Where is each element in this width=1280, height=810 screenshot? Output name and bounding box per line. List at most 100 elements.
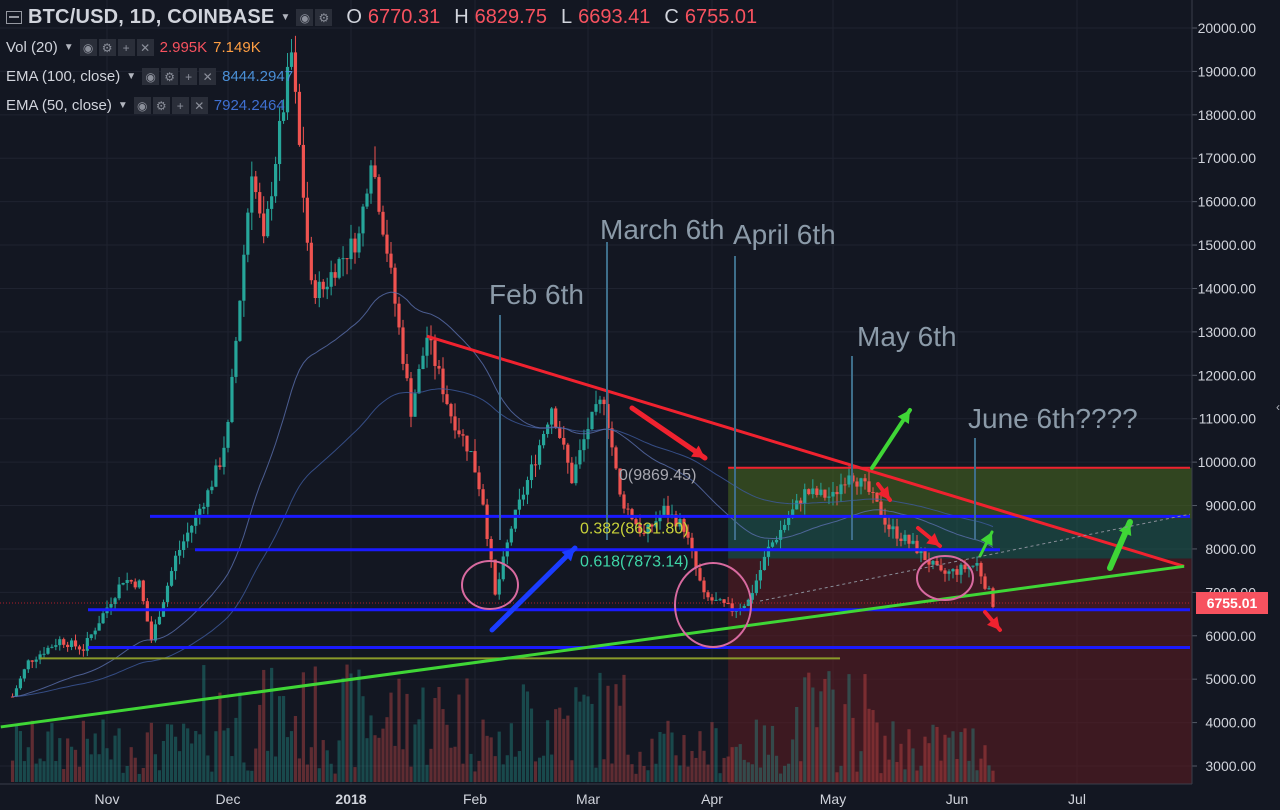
profit-zone [728, 467, 1192, 519]
candle-body [309, 242, 313, 281]
candle-body [710, 597, 714, 601]
candle-body [598, 399, 602, 405]
ema50-controls: ◉ ⚙ + ✕ [133, 97, 208, 114]
y-tick-label: 19000.00 [1198, 63, 1257, 79]
volume-bar [105, 748, 109, 782]
vol-value: 2.995K [159, 39, 208, 56]
y-tick-label: 10000.00 [1198, 454, 1257, 470]
plus-icon[interactable]: + [171, 97, 189, 114]
volume-bar [851, 717, 855, 782]
vol-label[interactable]: Vol (20) [6, 39, 58, 56]
chevron-down-icon[interactable]: ▼ [63, 42, 74, 53]
eye-icon[interactable]: ◉ [79, 39, 97, 56]
ema100-indicator-row: EMA (100, close) ▼ ◉ ⚙ + ✕ 8444.2947 [6, 68, 293, 85]
volume-bar [26, 747, 30, 782]
volume-bar [30, 720, 34, 782]
y-tick-label: 18000.00 [1198, 107, 1257, 123]
candle-body [149, 621, 153, 641]
blue-arrow-head [561, 548, 575, 562]
candle-body [686, 531, 690, 538]
candle-body [799, 500, 803, 504]
volume-bar [149, 722, 153, 782]
volume-bar [38, 758, 42, 782]
volume-bar [983, 745, 987, 782]
volume-bar [137, 773, 141, 782]
y-tick-label: 11000.00 [1199, 411, 1257, 427]
plus-icon[interactable]: + [117, 39, 135, 56]
volume-bar [758, 767, 762, 782]
x-tick-label: Nov [95, 791, 120, 807]
candle-body [927, 560, 931, 565]
y-tick-label: 13000.00 [1198, 324, 1257, 340]
eye-icon[interactable]: ◉ [133, 97, 151, 114]
close-icon[interactable]: ✕ [199, 68, 217, 85]
symbol-title[interactable]: BTC/USD, 1D, COINBASE [28, 6, 275, 28]
ema100-controls: ◉ ⚙ + ✕ [142, 68, 217, 85]
volume-bar [329, 763, 333, 782]
price-axis[interactable]: 3000.004000.005000.006000.007000.008000.… [1191, 0, 1257, 784]
volume-bar [157, 770, 162, 782]
volume-bar [289, 731, 294, 782]
chevron-down-icon[interactable]: ▼ [126, 71, 137, 82]
candle-body [815, 488, 819, 495]
candle-body [425, 337, 429, 356]
candle-body [194, 514, 198, 526]
candle-body [899, 538, 903, 541]
symbol-controls: ◉ ⚙ [296, 9, 333, 26]
eye-icon[interactable]: ◉ [142, 68, 160, 85]
volume-bar [558, 707, 562, 782]
volume-bar [437, 687, 441, 782]
candle-body [702, 580, 706, 593]
volume-bar [815, 727, 819, 782]
fib-label: 0.618(7873.14) [580, 553, 689, 570]
candle-body [409, 378, 413, 417]
time-axis[interactable]: Nov Dec 2018 Feb Mar Apr May Jun Jul [0, 783, 1192, 807]
volume-bar [855, 771, 859, 782]
candle-body [742, 605, 746, 609]
ema50-label[interactable]: EMA (50, close) [6, 97, 112, 114]
volume-bar [234, 717, 238, 782]
volume-bar [650, 738, 654, 782]
volume-bar [493, 756, 497, 782]
candle-body [537, 445, 542, 465]
volume-bar [642, 765, 646, 782]
volume-bar [975, 770, 979, 782]
candle-body [493, 559, 497, 595]
candle-body [682, 519, 686, 532]
close-icon[interactable]: ✕ [136, 39, 154, 56]
plus-icon[interactable]: + [180, 68, 198, 85]
volume-bar [46, 731, 50, 782]
chevron-down-icon[interactable]: ▼ [280, 12, 291, 23]
ema100-label[interactable]: EMA (100, close) [6, 68, 121, 85]
gear-icon[interactable]: ⚙ [152, 97, 170, 114]
volume-bar [14, 725, 19, 782]
candle-body [165, 585, 170, 603]
volume-bar [542, 755, 546, 782]
candle-body [481, 489, 485, 505]
eye-icon[interactable]: ◉ [296, 9, 314, 26]
candle-body [117, 584, 121, 599]
volume-bar [634, 773, 638, 782]
volume-bar [254, 748, 258, 782]
volume-bar [722, 757, 726, 782]
chevron-left-icon[interactable]: ‹ [1276, 400, 1280, 414]
menu-icon[interactable] [6, 11, 22, 24]
volume-bar [718, 773, 722, 782]
gear-icon[interactable]: ⚙ [98, 39, 116, 56]
y-tick-label: 15000.00 [1198, 237, 1257, 253]
volume-bar [602, 759, 606, 782]
gear-icon[interactable]: ⚙ [161, 68, 179, 85]
chevron-down-icon[interactable]: ▼ [117, 100, 128, 111]
volume-bar [449, 747, 453, 782]
gear-icon[interactable]: ⚙ [315, 9, 333, 26]
candle-body [441, 368, 445, 395]
candle-body [401, 327, 405, 364]
volume-bar [477, 760, 481, 782]
candle-body [658, 514, 662, 522]
candle-body [465, 435, 469, 452]
candle-body [18, 678, 23, 689]
volume-bar [42, 761, 46, 782]
candle-body [895, 526, 899, 539]
close-icon[interactable]: ✕ [190, 97, 208, 114]
